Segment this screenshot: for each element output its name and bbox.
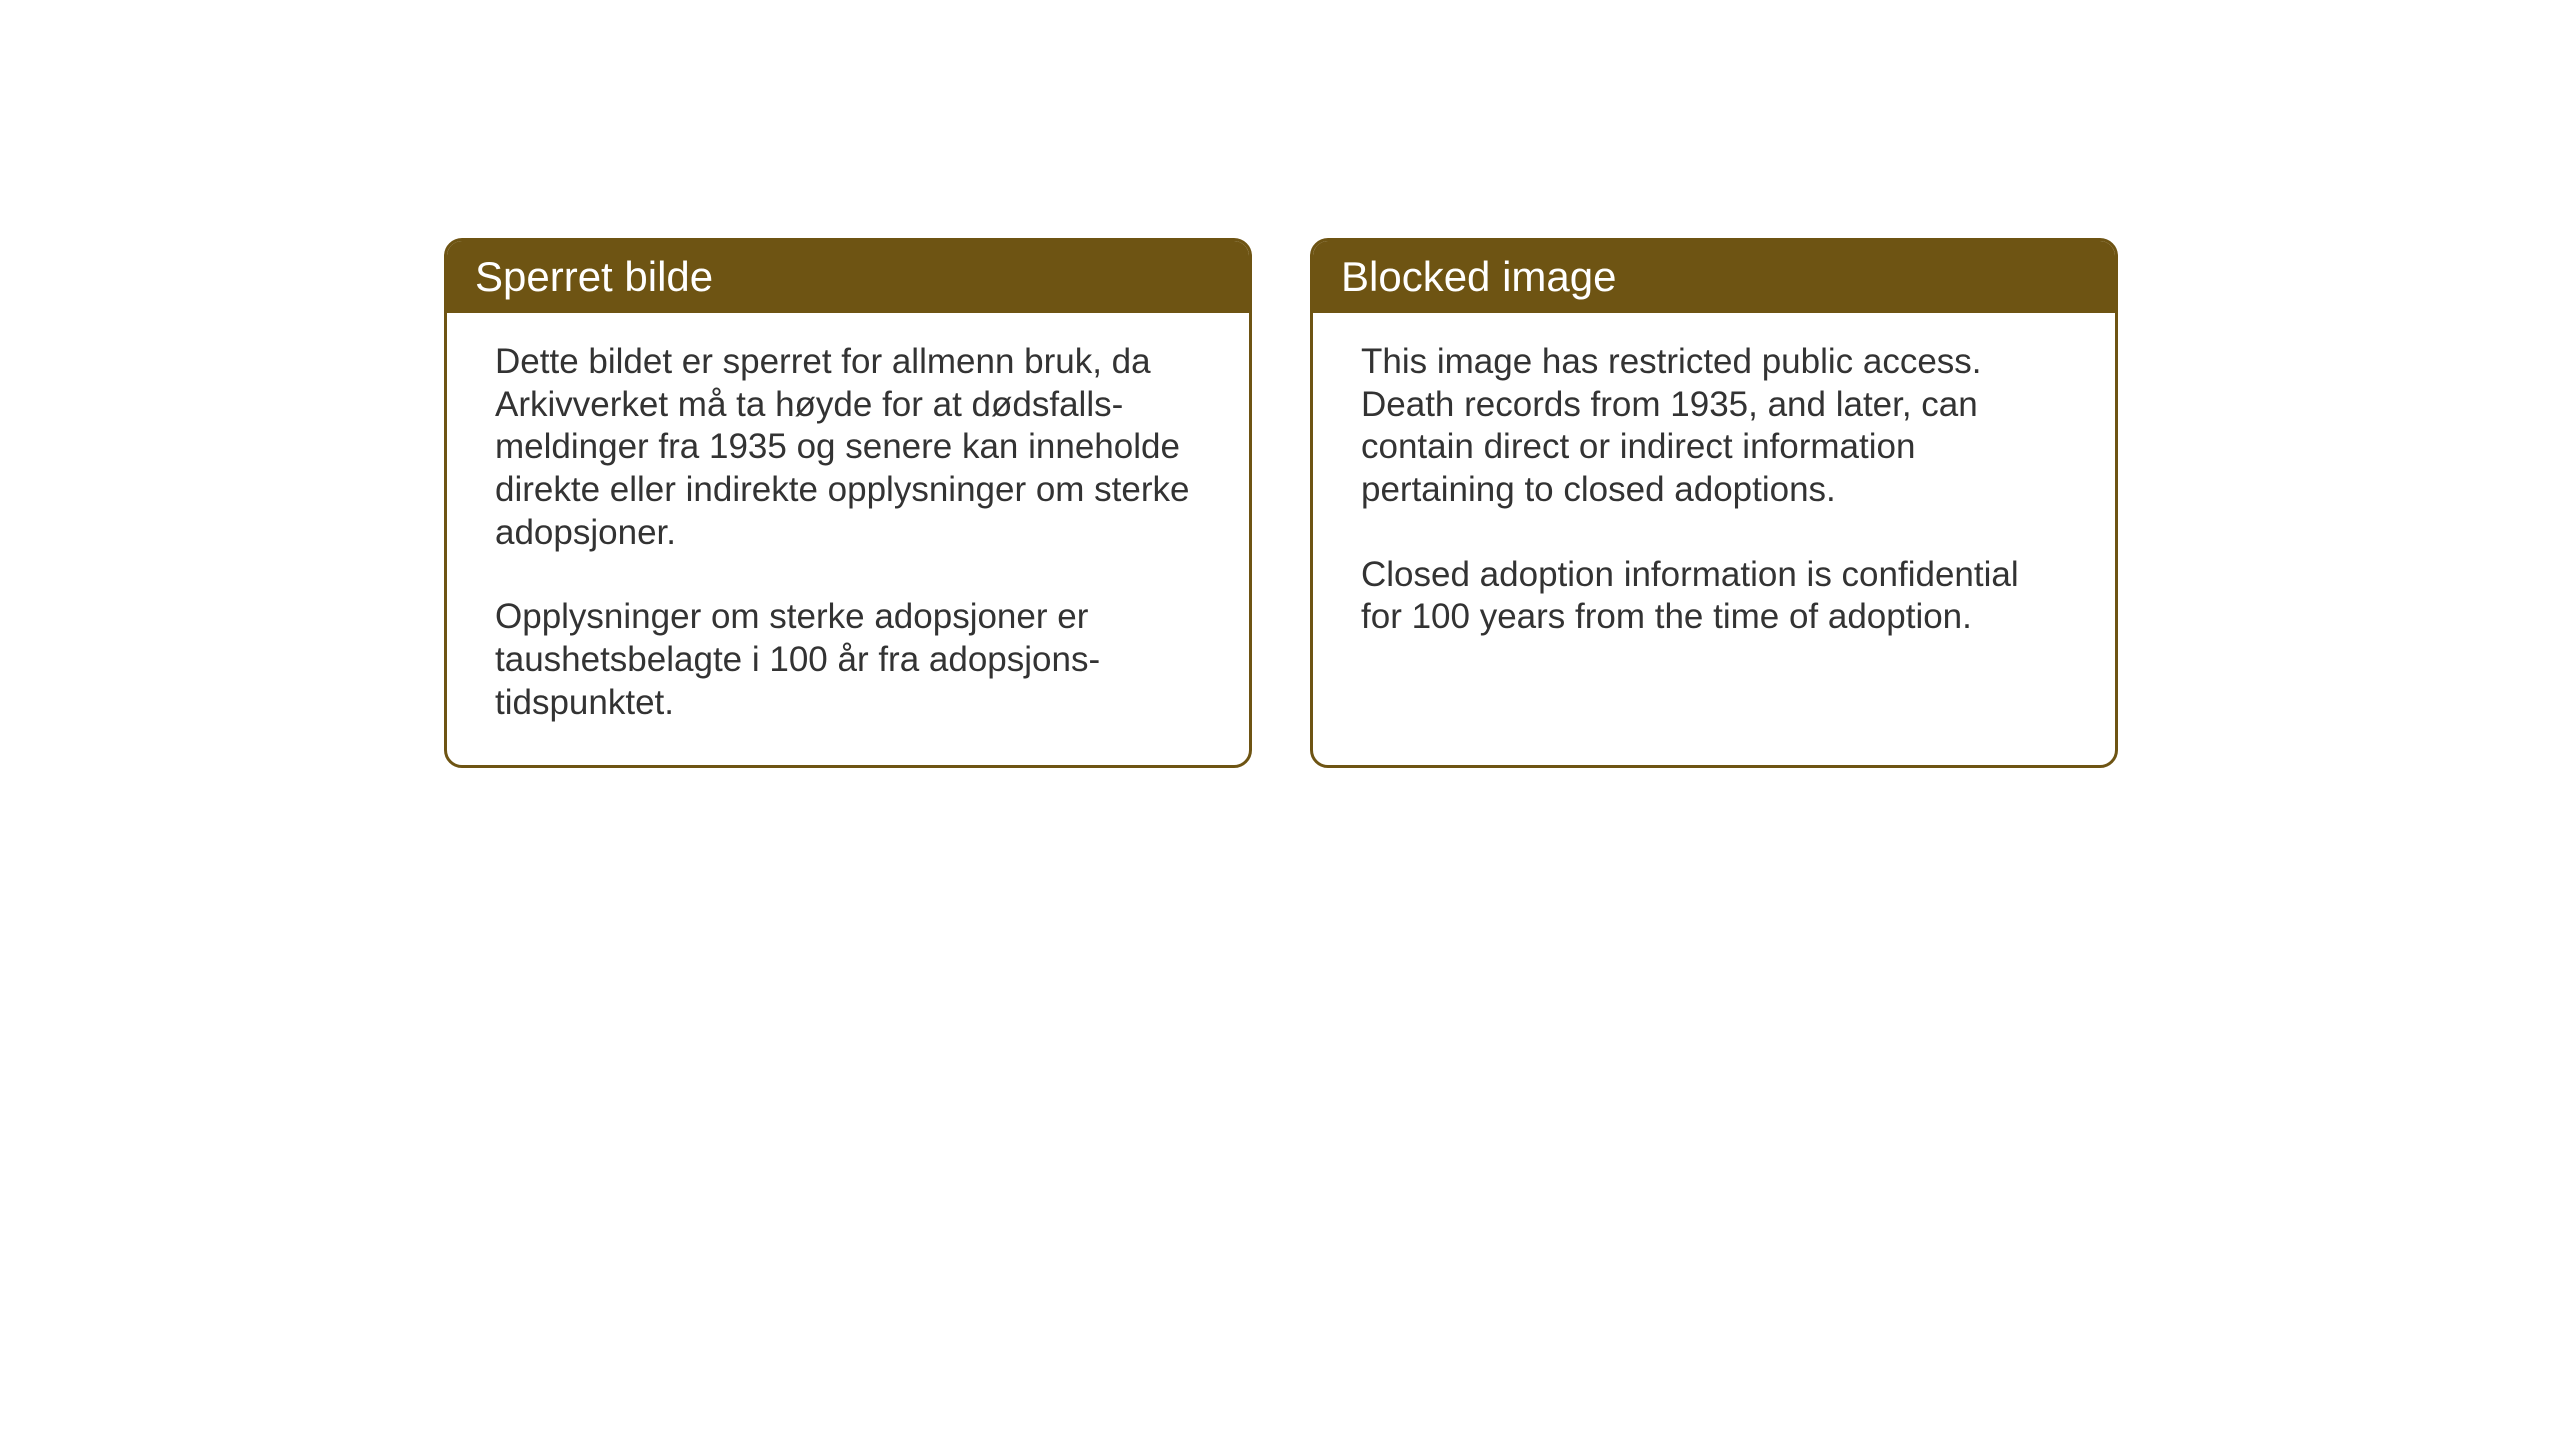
notice-card-english: Blocked image This image has restricted … [1310, 238, 2118, 768]
card-paragraph-2-english: Closed adoption information is confident… [1361, 554, 2067, 639]
card-paragraph-1-english: This image has restricted public access.… [1361, 341, 2067, 512]
card-paragraph-1-norwegian: Dette bildet er sperret for allmenn bruk… [495, 341, 1201, 554]
notice-card-norwegian: Sperret bilde Dette bildet er sperret fo… [444, 238, 1252, 768]
card-title-english: Blocked image [1341, 253, 1616, 300]
card-body-english: This image has restricted public access.… [1313, 313, 2115, 679]
notice-container: Sperret bilde Dette bildet er sperret fo… [444, 238, 2118, 768]
card-paragraph-2-norwegian: Opplysninger om sterke adopsjoner er tau… [495, 596, 1201, 724]
card-header-norwegian: Sperret bilde [447, 241, 1249, 313]
card-title-norwegian: Sperret bilde [475, 253, 713, 300]
card-header-english: Blocked image [1313, 241, 2115, 313]
card-body-norwegian: Dette bildet er sperret for allmenn bruk… [447, 313, 1249, 765]
